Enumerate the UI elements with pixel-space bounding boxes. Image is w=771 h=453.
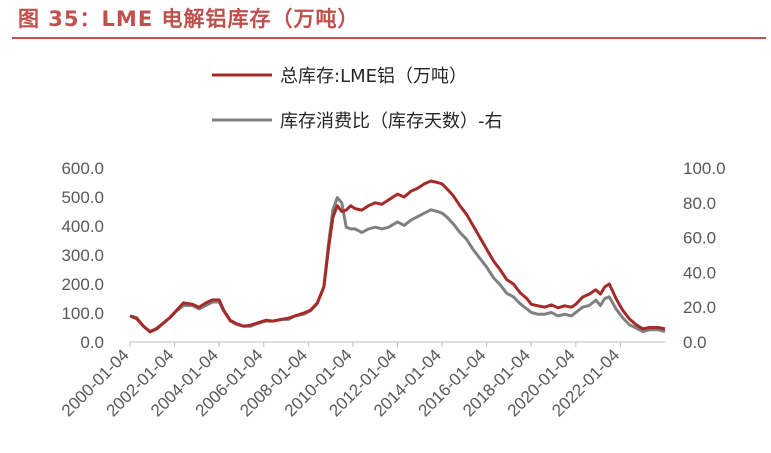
y-right-tick-label: 60.0 [683,229,716,248]
series-line-stock-consumption-ratio [129,196,666,334]
y-left-tick-label: 200.0 [61,275,104,294]
y-left-tick-label: 100.0 [61,304,104,323]
y-left-tick-label: 400.0 [61,217,104,236]
y-right-tick-label: 100.0 [683,159,726,178]
legend-label-total-stock: 总库存:LME铝（万吨） [280,66,467,87]
figure-title: 图 35：LME 电解铝库存（万吨） [18,7,360,31]
y-right-tick-label: 80.0 [683,194,716,213]
y-left-tick-label: 500.0 [61,188,104,207]
legend: 总库存:LME铝（万吨） 库存消费比（库存天数）-右 [212,66,503,132]
title-underline [12,37,766,39]
y-left-tick-label: 0.0 [80,333,104,352]
y-right-tick-label: 0.0 [683,333,707,352]
legend-label-stock-consumption-ratio: 库存消费比（库存天数）-右 [280,111,503,132]
y-right-tick-label: 40.0 [683,263,716,282]
y-left-tick-label: 600.0 [61,159,104,178]
series-line-total-stock [129,179,666,334]
y-left-tick-label: 300.0 [61,246,104,265]
y-right-tick-label: 20.0 [683,298,716,317]
plot-area [129,179,666,334]
